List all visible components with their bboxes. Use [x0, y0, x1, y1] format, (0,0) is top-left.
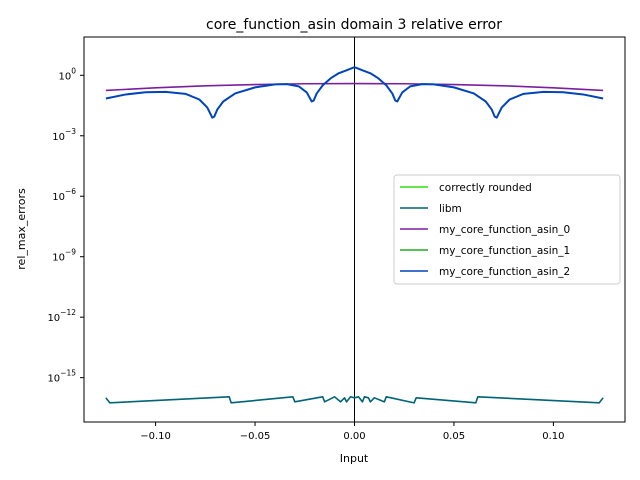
y-tick-label: 10−3 [52, 127, 76, 143]
y-tick-exponent: −6 [65, 187, 76, 196]
legend-entry: correctly rounded [439, 182, 532, 194]
x-tick-label: 0.05 [443, 431, 465, 442]
y-tick-exponent: −15 [60, 369, 76, 378]
y-tick-label: 100 [58, 66, 76, 82]
y-tick-exponent: −12 [60, 308, 76, 317]
y-tick-exponent: −9 [65, 248, 76, 257]
y-tick-base: 10 [47, 313, 60, 324]
y-tick-label: 10−12 [47, 308, 76, 324]
legend-entry: libm [439, 203, 462, 215]
y-tick-label: 10−6 [52, 187, 76, 203]
legend: correctly rounded libm my_core_function_as… [393, 174, 621, 285]
y-axis-label: rel_max_errors [15, 188, 28, 270]
y-tick-exponent: −3 [65, 127, 76, 136]
x-axis-label: Input [340, 452, 369, 465]
legend-entry: my_core_function_asin_0 [439, 224, 570, 236]
y-tick-label: 10−15 [47, 369, 76, 385]
y-tick-base: 10 [52, 253, 65, 264]
x-tick-label: 0.00 [343, 431, 365, 442]
y-tick-base: 10 [52, 132, 65, 143]
legend-frame [393, 174, 621, 285]
chart-title: core_function_asin domain 3 relative err… [206, 17, 502, 33]
y-tick-label: 10−9 [52, 248, 76, 264]
legend-entry: my_core_function_asin_2 [439, 266, 570, 278]
series-line-my-core-function-asin-2 [105, 66, 604, 119]
series-line-libm [105, 395, 604, 404]
y-tick-base: 10 [52, 192, 65, 203]
x-axis: −0.10 −0.05 0.00 0.05 0.10 [140, 422, 565, 442]
series-line-my-core-function-asin-0 [105, 82, 604, 92]
x-tick-label: 0.10 [542, 431, 564, 442]
x-tick-label: −0.10 [140, 431, 171, 442]
x-tick-label: −0.05 [240, 431, 271, 442]
series-layer [105, 37, 604, 422]
y-tick-base: 10 [58, 71, 71, 82]
legend-entry: my_core_function_asin_1 [439, 245, 570, 257]
y-tick-base: 10 [47, 374, 60, 385]
y-tick-exponent: 0 [71, 66, 76, 75]
